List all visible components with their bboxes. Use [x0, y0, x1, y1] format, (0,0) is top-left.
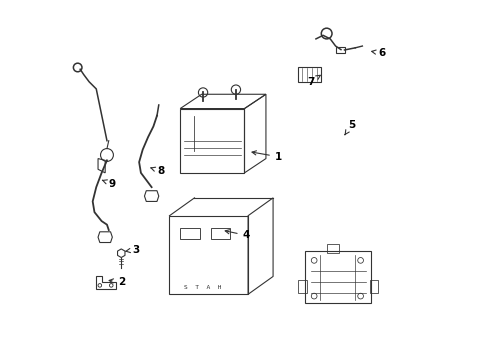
Bar [210, 228, 230, 239]
Bar [298, 280, 306, 293]
Text: 2: 2 [109, 277, 124, 287]
Text: 1: 1 [251, 151, 282, 162]
Text: 4: 4 [225, 230, 249, 240]
Bar [298, 67, 321, 82]
Bar [335, 47, 344, 53]
Bar [180, 228, 200, 239]
Text: 9: 9 [102, 179, 115, 189]
Text: 6: 6 [371, 48, 385, 58]
Bar [369, 280, 378, 293]
Text: 3: 3 [125, 245, 139, 255]
Text: 5: 5 [344, 120, 355, 135]
Bar [326, 244, 339, 253]
Text: S  T  A  H: S T A H [183, 285, 221, 290]
Bar [305, 251, 370, 303]
Text: 8: 8 [151, 166, 164, 176]
Text: 7: 7 [306, 75, 320, 87]
